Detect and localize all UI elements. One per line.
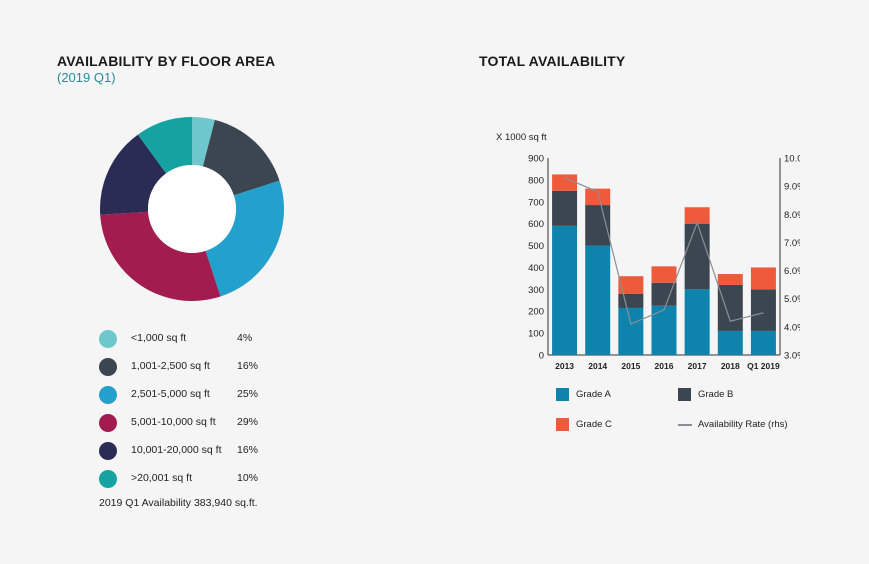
- chart-legend-label: Grade A: [576, 389, 611, 400]
- legend-swatch: [99, 386, 117, 404]
- legend-swatch: [556, 418, 569, 431]
- y2-tick-label: 6.0%: [784, 266, 800, 277]
- bar-grade-c-2: [618, 276, 644, 294]
- bar-grade-b-6: [750, 289, 776, 331]
- bar-grade-c-1: [585, 188, 611, 206]
- donut-chart: [100, 117, 284, 301]
- y-tick-label: 600: [528, 219, 544, 230]
- y2-tick-label: 10.0%: [784, 154, 800, 165]
- legend-label: 1,001-2,500 sq ft: [131, 360, 210, 372]
- legend-row: 5,001-10,000 sq ft 29%: [99, 412, 299, 440]
- donut-slice-3: [100, 211, 221, 301]
- bar-grade-b-2: [618, 293, 644, 308]
- legend-label: >20,001 sq ft: [131, 472, 193, 484]
- bar-grade-c-0: [552, 174, 578, 191]
- legend-swatch: [99, 358, 117, 376]
- bar-grade-a-6: [750, 330, 776, 355]
- bar-grade-c-6: [750, 267, 776, 290]
- bar-grade-a-1: [585, 245, 611, 355]
- chart-legend-label: Grade B: [698, 389, 734, 400]
- donut-slice-5: [137, 117, 192, 174]
- x-tick-label: Q1 2019: [747, 361, 780, 371]
- bar-grade-c-3: [651, 266, 677, 283]
- y2-tick-label: 3.0%: [784, 351, 800, 362]
- y-tick-label: 300: [528, 285, 544, 296]
- donut-slice-0: [192, 117, 215, 167]
- legend-percent: 25%: [237, 388, 259, 400]
- bar-grade-a-5: [717, 330, 743, 355]
- legend-row: 2,501-5,000 sq ft 25%: [99, 384, 299, 412]
- legend-label: <1,000 sq ft: [131, 332, 187, 344]
- legend-percent: 29%: [237, 416, 259, 428]
- legend-percent: 4%: [237, 332, 253, 344]
- legend-swatch: [99, 414, 117, 432]
- y-axis-label: X 1000 sq ft: [496, 132, 547, 143]
- legend-row: <1,000 sq ft 4%: [99, 328, 299, 356]
- donut-chart-subtitle: (2019 Q1): [57, 70, 116, 85]
- bar-grade-a-2: [618, 307, 644, 355]
- x-tick-label: 2016: [655, 361, 674, 371]
- x-tick-label: 2018: [721, 361, 740, 371]
- bar-grade-b-4: [684, 223, 710, 290]
- x-tick-label: 2017: [688, 361, 707, 371]
- bar-grade-b-0: [552, 190, 578, 226]
- y2-tick-label: 9.0%: [784, 182, 800, 193]
- legend-row: 10,001-20,000 sq ft 16%: [99, 440, 299, 468]
- legend-swatch: [556, 388, 569, 401]
- legend-row: >20,001 sq ft 10%: [99, 468, 299, 496]
- legend-swatch: [99, 470, 117, 488]
- x-tick-label: 2013: [555, 361, 574, 371]
- x-tick-label: 2015: [621, 361, 640, 371]
- legend-swatch: [99, 442, 117, 460]
- legend-row: 1,001-2,500 sq ft 16%: [99, 356, 299, 384]
- y-tick-label: 400: [528, 263, 544, 274]
- bar-grade-b-5: [717, 284, 743, 331]
- y-tick-label: 200: [528, 307, 544, 318]
- y-tick-label: 500: [528, 241, 544, 252]
- y2-tick-label: 5.0%: [784, 294, 800, 305]
- bar-grade-a-4: [684, 289, 710, 355]
- y2-tick-label: 4.0%: [784, 322, 800, 333]
- donut-slice-4: [100, 134, 167, 215]
- legend-percent: 10%: [237, 472, 259, 484]
- legend-line-swatch: [678, 424, 692, 426]
- y2-tick-label: 7.0%: [784, 238, 800, 249]
- legend-label: 10,001-20,000 sq ft: [131, 444, 222, 456]
- y-tick-label: 800: [528, 175, 544, 186]
- bar-grade-b-3: [651, 282, 677, 306]
- donut-slice-2: [205, 180, 284, 297]
- legend-swatch: [99, 330, 117, 348]
- donut-legend: <1,000 sq ft 4% 1,001-2,500 sq ft 16% 2,501-…: [99, 328, 299, 496]
- bar-chart-legend: Grade A Grade B Grade C Availability Rate (…: [556, 388, 816, 448]
- availability-note: 2019 Q1 Availability 383,940 sq.ft.: [99, 497, 258, 509]
- y-tick-label: 900: [528, 154, 544, 165]
- availability-rate-line: [564, 177, 764, 325]
- legend-label: 5,001-10,000 sq ft: [131, 416, 216, 428]
- legend-percent: 16%: [237, 444, 259, 456]
- donut-slice-1: [202, 119, 280, 196]
- bar-chart-title: TOTAL AVAILABILITY: [479, 53, 626, 69]
- y2-tick-label: 8.0%: [784, 210, 800, 221]
- bar-grade-c-4: [684, 207, 710, 224]
- legend-percent: 16%: [237, 360, 259, 372]
- x-tick-label: 2014: [588, 361, 607, 371]
- chart-legend-label: Grade C: [576, 419, 612, 430]
- legend-swatch: [678, 388, 691, 401]
- y-tick-label: 700: [528, 197, 544, 208]
- stacked-bar-chart: X 1000 sq ft 0 100 200 300 400 500 600 700 800 900…: [496, 132, 800, 371]
- y-tick-label: 100: [528, 329, 544, 340]
- bar-grade-c-5: [717, 274, 743, 285]
- donut-chart-title: AVAILABILITY BY FLOOR AREA: [57, 53, 276, 69]
- chart-legend-label: Availability Rate (rhs): [698, 419, 788, 430]
- y-tick-label: 0: [539, 351, 544, 362]
- legend-label: 2,501-5,000 sq ft: [131, 388, 210, 400]
- bar-grade-a-0: [552, 225, 578, 355]
